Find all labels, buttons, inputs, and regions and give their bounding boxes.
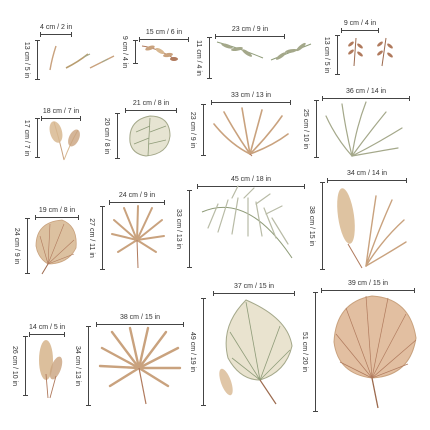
width-dimension: 39 cm / 15 in <box>321 280 415 293</box>
pampas-palm-combo-illustration <box>337 188 407 269</box>
small-sprig-illustration <box>141 45 178 61</box>
height-dimension: 13 cm / 5 in <box>23 40 41 80</box>
height-dimension: 51 cm / 20 in <box>301 292 319 412</box>
width-dimension: 24 cm / 9 in <box>109 192 165 205</box>
width-dimension: 19 cm / 8 in <box>35 207 79 220</box>
pampas-tall-illustration <box>39 340 63 399</box>
height-dimension: 49 cm / 19 in <box>189 298 207 406</box>
width-dimension: 36 cm / 14 in <box>322 88 410 101</box>
width-dimension: 9 cm / 4 in <box>341 20 379 33</box>
height-dimension: 24 cm / 9 in <box>13 218 31 274</box>
height-dimension: 13 cm / 5 in <box>323 35 341 75</box>
width-dimension: 14 cm / 5 in <box>29 324 65 337</box>
height-dimension: 20 cm / 8 in <box>103 113 121 159</box>
grass-stems-illustration <box>49 45 115 71</box>
width-dimension: 4 cm / 2 in <box>40 24 72 37</box>
height-dimension: 27 cm / 11 in <box>88 206 106 270</box>
width-dimension: 38 cm / 15 in <box>96 314 184 327</box>
fan-palm-large-illustration <box>98 326 182 405</box>
palm-frond-sage-illustration <box>325 101 403 157</box>
height-dimension: 9 cm / 4 in <box>121 36 139 68</box>
fan-palm-medium-illustration <box>111 205 165 269</box>
height-dimension: 38 cm / 15 in <box>308 182 326 270</box>
leafy-branches-illustration <box>216 41 312 61</box>
arching-frond-illustration <box>201 185 293 259</box>
height-dimension: 33 cm / 13 in <box>175 190 193 268</box>
pampas-small-illustration <box>49 121 80 161</box>
width-dimension: 23 cm / 9 in <box>215 26 285 39</box>
width-dimension: 18 cm / 7 in <box>41 108 81 121</box>
height-dimension: 25 cm / 10 in <box>302 100 320 158</box>
width-dimension: 21 cm / 8 in <box>125 100 177 113</box>
width-dimension: 45 cm / 18 in <box>197 176 305 189</box>
dried-leaf-large-illustration <box>219 299 293 405</box>
width-dimension: 37 cm / 15 in <box>213 283 295 296</box>
width-dimension: 34 cm / 14 in <box>327 170 407 183</box>
height-dimension: 17 cm / 7 in <box>23 118 41 158</box>
height-dimension: 26 cm / 10 in <box>11 336 29 396</box>
width-dimension: 15 cm / 6 in <box>139 29 189 42</box>
height-dimension: 23 cm / 9 in <box>189 104 207 156</box>
height-dimension: 11 cm / 4 in <box>195 37 213 79</box>
monstera-leaf-illustration <box>129 115 171 157</box>
fan-leaf-small-illustration <box>35 219 77 275</box>
height-dimension: 34 cm / 13 in <box>74 326 92 406</box>
fan-leaf-large-illustration <box>333 295 417 409</box>
width-dimension: 33 cm / 13 in <box>211 92 291 105</box>
berry-sprigs-illustration <box>348 37 393 67</box>
palm-frond-tan-illustration <box>213 107 289 157</box>
